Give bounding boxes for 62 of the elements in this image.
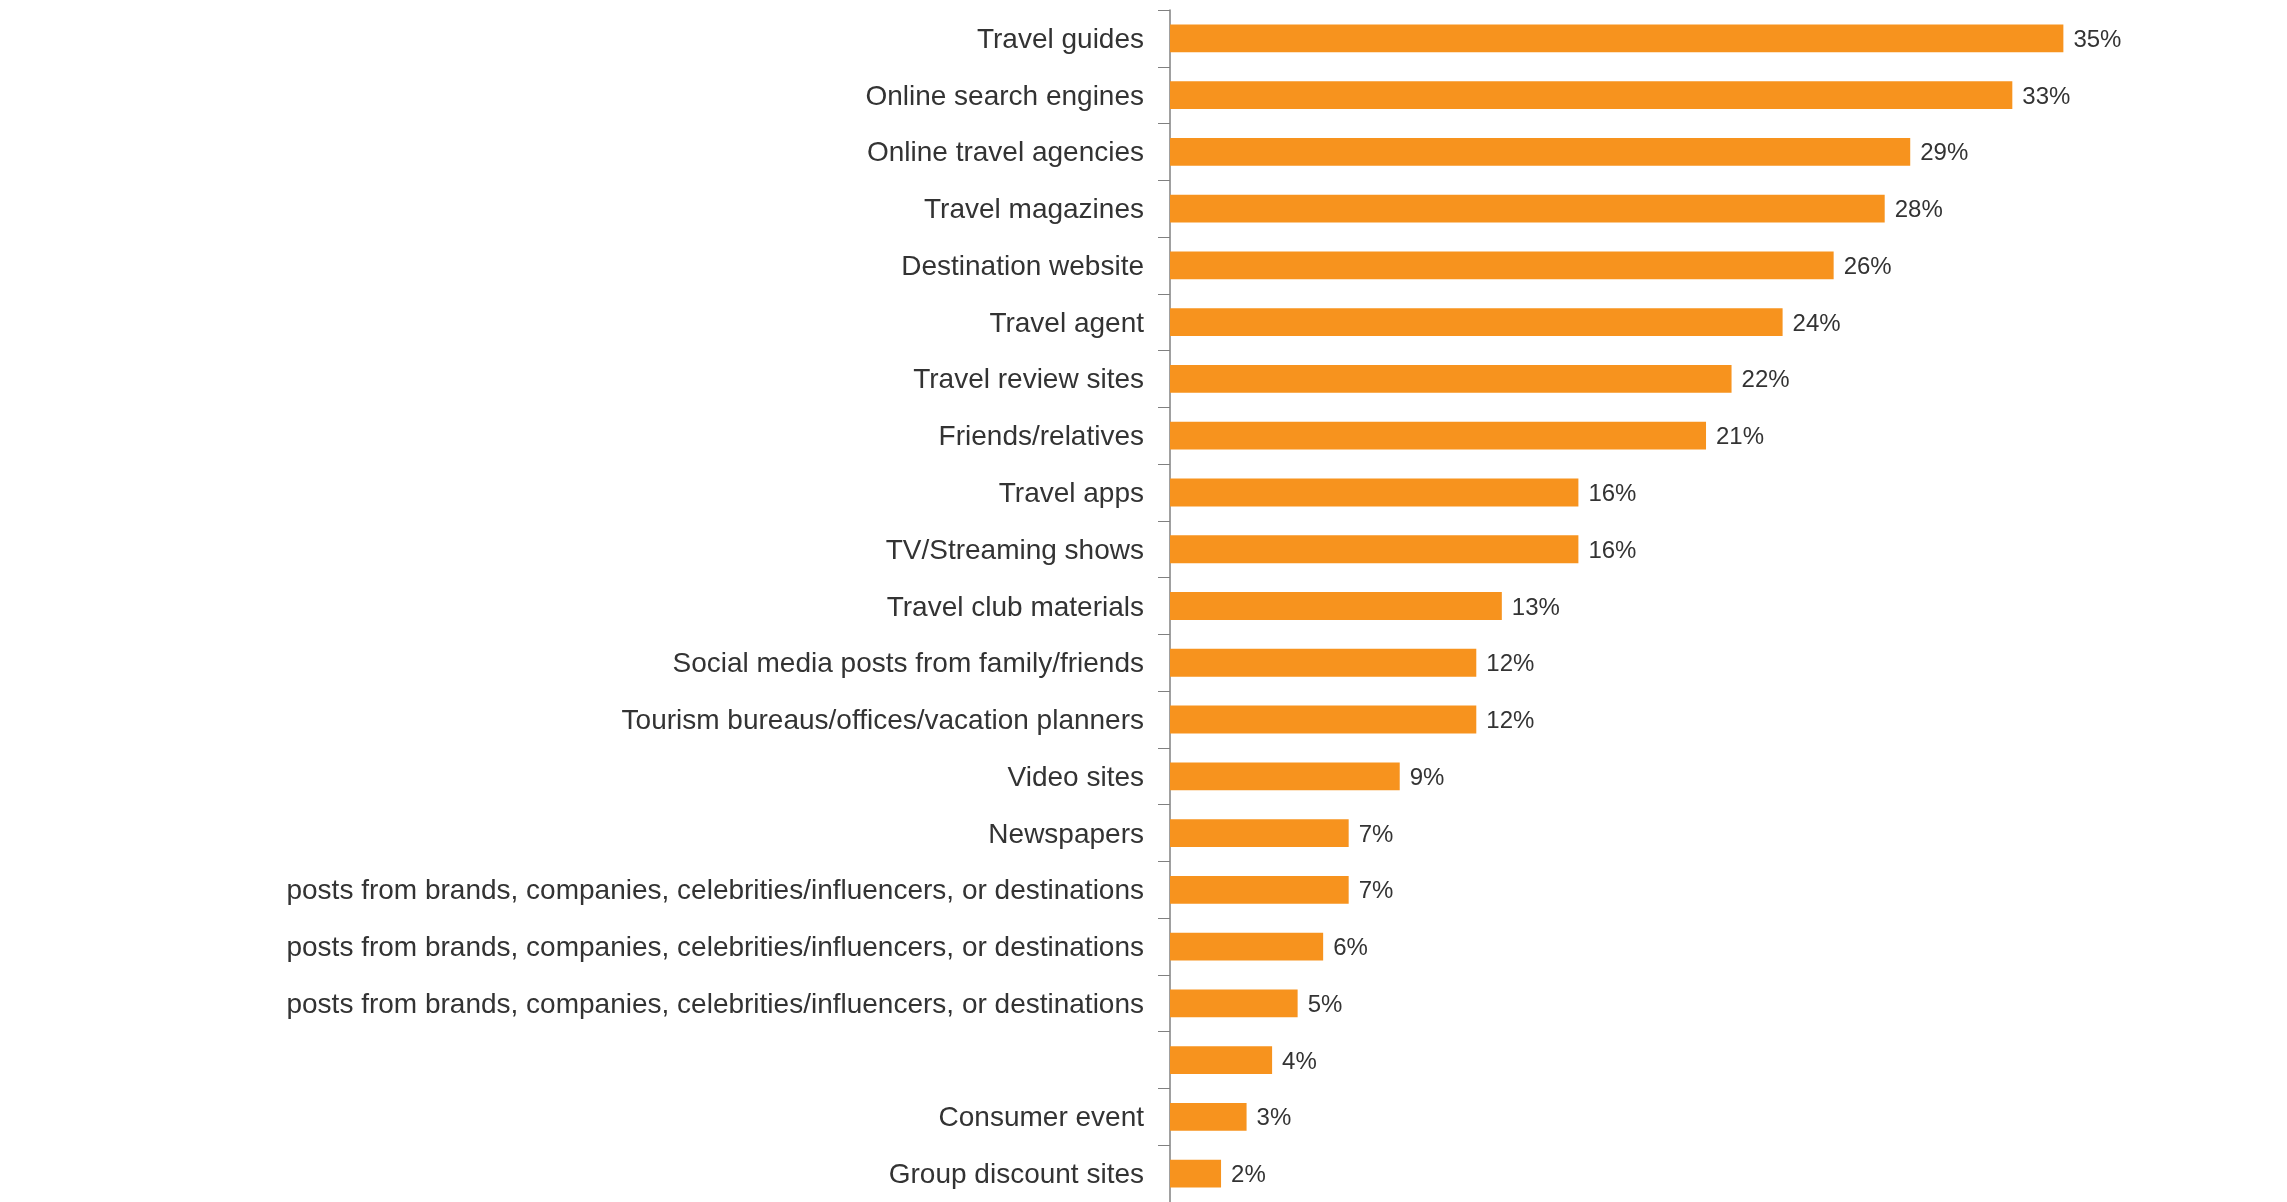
y-tick-label: Travel agent	[989, 306, 1145, 338]
y-tick-label: TV/Streaming shows	[885, 533, 1144, 565]
data-label: 33%	[2022, 81, 2071, 109]
bar	[1170, 932, 1324, 961]
bar	[1170, 24, 2064, 53]
y-tick-label: Social media posts from family/friends	[672, 647, 1144, 679]
y-tick-label: posts from brands, companies, celebrities/influencers, or destinations	[286, 931, 1144, 963]
bar	[1170, 648, 1477, 677]
data-label: 21%	[1716, 422, 1765, 450]
data-label: 16%	[1588, 535, 1637, 563]
bar	[1170, 365, 1732, 393]
y-tick-label: Consumer event	[938, 1101, 1145, 1133]
data-label: 3%	[1256, 1103, 1292, 1131]
data-label: 13%	[1511, 592, 1560, 620]
bar	[1170, 1159, 1222, 1188]
y-tick-label: Newspapers	[988, 817, 1144, 849]
y-tick-label: Video sites	[1007, 760, 1144, 792]
bar	[1170, 705, 1477, 734]
y-tick-label: Travel club materials	[886, 590, 1144, 622]
bar	[1170, 1046, 1273, 1074]
data-label: 2%	[1231, 1160, 1266, 1188]
y-tick-label: Tourism bureaus/offices/vacation planners	[621, 704, 1144, 736]
bar	[1170, 308, 1783, 337]
data-label: 4%	[1282, 1046, 1317, 1074]
y-tick-label: Destination website	[901, 249, 1144, 281]
bar	[1170, 1102, 1247, 1131]
data-label: 7%	[1358, 876, 1394, 904]
bar	[1170, 535, 1579, 564]
bar	[1170, 194, 1885, 223]
data-label: 22%	[1741, 365, 1790, 393]
bar	[1170, 81, 2013, 110]
y-tick-label: Group discount sites	[888, 1158, 1144, 1190]
data-label: 24%	[1792, 308, 1841, 336]
data-label: 26%	[1843, 251, 1892, 279]
y-tick-label: Friends/relatives	[938, 420, 1144, 452]
data-label: 12%	[1486, 649, 1535, 677]
data-label: 16%	[1588, 478, 1637, 506]
data-label: 29%	[1920, 138, 1969, 166]
data-label: 28%	[1894, 195, 1943, 223]
bar	[1170, 762, 1400, 791]
bar	[1170, 592, 1502, 620]
bar	[1170, 989, 1298, 1018]
data-label: 6%	[1333, 933, 1368, 961]
y-tick-label: posts from brands, companies, celebrities/influencers, or destinations	[286, 987, 1144, 1019]
data-label: 35%	[2073, 24, 2122, 52]
y-tick-label: posts from brands, companies, celebrities/influencers, or destinations	[286, 874, 1144, 906]
y-tick-label: Travel guides	[976, 22, 1144, 54]
y-tick-label: Travel apps	[998, 476, 1144, 508]
bar	[1170, 819, 1349, 847]
y-tick-label: Online travel agencies	[866, 136, 1144, 168]
data-label: 5%	[1307, 989, 1343, 1017]
y-tick-label: Travel review sites	[913, 363, 1144, 395]
y-tick-label: Online search engines	[865, 79, 1144, 111]
data-label: 12%	[1486, 706, 1535, 734]
data-label: 7%	[1358, 819, 1394, 847]
bar	[1170, 138, 1911, 166]
bar	[1170, 478, 1579, 507]
y-tick-label: Travel magazines	[924, 193, 1144, 225]
bar	[1170, 251, 1834, 280]
bar	[1170, 421, 1707, 450]
bar	[1170, 875, 1349, 904]
data-label: 9%	[1409, 762, 1445, 790]
